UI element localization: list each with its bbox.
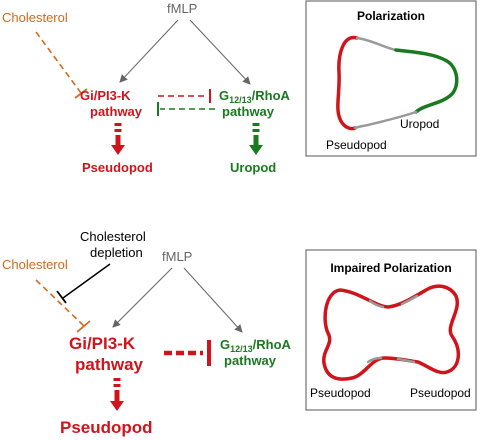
impaired-polarization-title: Impaired Polarization — [330, 261, 451, 275]
bottom-gi-pathway-label-2: pathway — [75, 355, 144, 374]
top-panel: Cholesterol fMLP Gi/PI3-K pathway G12/13… — [2, 1, 291, 175]
bottom-depletion-inhibit-line — [62, 263, 111, 299]
top-uropod-arrow — [249, 123, 263, 155]
bottom-cholesterol-inhibit-bar — [76, 320, 91, 333]
polarization-box: Polarization Uropod Pseudopod — [305, 0, 477, 157]
polarization-pseudopod-label: Pseudopod — [326, 138, 387, 152]
bottom-pseudopod-arrow — [110, 378, 124, 411]
bottom-fmlp-label: fMLP — [162, 249, 192, 264]
top-fmlp-label: fMLP — [167, 1, 197, 16]
top-cholesterol-inhibit-bar — [74, 88, 88, 99]
bottom-depletion-inhibit-bar — [56, 290, 67, 304]
impaired-polarization-box: Impaired Polarization Pseudopod Pseudopo… — [305, 249, 477, 411]
polarization-uropod-label: Uropod — [400, 117, 439, 131]
polarized-cell-membrane — [336, 35, 459, 131]
bottom-fmlp-arrow-right — [183, 267, 243, 333]
top-fmlp-arrow-left — [119, 19, 179, 83]
bottom-panel: Cholesterol depletion Cholesterol fMLP G… — [2, 229, 292, 437]
bottom-cholesterol-inhibit-line — [35, 279, 85, 327]
top-fmlp-arrow-right — [189, 19, 251, 85]
top-cholesterol-inhibit-line — [35, 31, 82, 94]
top-pseudopod-label: Pseudopod — [82, 160, 153, 175]
bottom-pseudopod-label: Pseudopod — [60, 418, 153, 437]
top-gi-pathway-label: Gi/PI3-K — [80, 88, 131, 103]
bottom-g1213-pathway-label-2: pathway — [224, 353, 277, 368]
bottom-depletion-label-2: depletion — [90, 245, 143, 260]
impaired-pseudopod-right-label: Pseudopod — [410, 386, 471, 400]
top-g1213-pathway-label: G12/13/RhoA — [219, 88, 291, 105]
bottom-g1213-pathway-label: G12/13/RhoA — [220, 337, 292, 354]
top-uropod-label: Uropod — [230, 160, 276, 175]
impaired-pseudopod-left-label: Pseudopod — [310, 386, 371, 400]
impaired-cell-membrane — [322, 284, 460, 381]
bottom-fmlp-arrow-left — [112, 267, 173, 328]
top-pseudopod-arrow — [111, 123, 125, 155]
top-g1213-pathway-label-2: pathway — [222, 104, 275, 119]
top-cholesterol-label: Cholesterol — [2, 10, 68, 25]
top-gi-pathway-label-2: pathway — [90, 104, 143, 119]
polarization-title: Polarization — [357, 9, 425, 23]
bottom-cholesterol-label: Cholesterol — [2, 257, 68, 272]
bottom-gi-pathway-label: Gi/PI3-K — [69, 334, 136, 353]
bottom-depletion-label: Cholesterol — [80, 229, 146, 244]
